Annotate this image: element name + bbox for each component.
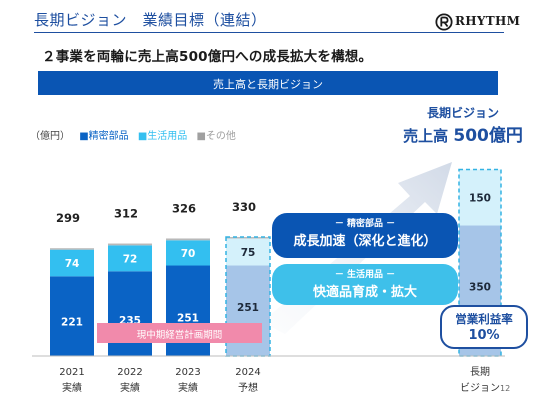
tick-label-kind: 実績 — [120, 381, 140, 394]
vision-sales: 売上高 500億円 — [388, 121, 536, 146]
segment-label: 251 — [237, 302, 259, 314]
tick-label-kind: 実績 — [62, 381, 82, 394]
pill-text: 快適品育成・拡大 — [312, 285, 417, 300]
vision-title: 長期ビジョン — [426, 106, 499, 120]
bar-other — [166, 238, 210, 241]
vision-sales-prefix: 売上高 — [403, 127, 449, 145]
total-label: 326 — [172, 201, 196, 215]
pill-text: 成長加速（深化と進化） — [293, 234, 437, 249]
tick-label-year: 2021 — [59, 367, 84, 378]
labels-layer: 221742992021実績235723122022実績251703262023… — [56, 192, 500, 394]
title-rule — [34, 32, 504, 33]
legend-item-precision: ■精密部品 — [79, 131, 129, 142]
total-label: 312 — [114, 207, 138, 221]
page-number: 12 — [500, 384, 511, 393]
bar-living — [459, 169, 501, 226]
bar-other — [108, 243, 152, 246]
headline: ２事業を両輪に売上高500億円への成長拡大を構想。 — [42, 49, 373, 65]
total-label: 330 — [232, 200, 256, 214]
rhythm-logo-icon — [435, 13, 453, 31]
pill-caption: － 精密部品 － — [334, 219, 396, 229]
bar-living — [166, 240, 210, 266]
section-band-label: 売上高と長期ビジョン — [213, 78, 323, 91]
tick-label-year: 2022 — [117, 367, 142, 378]
segment-label: 75 — [241, 247, 256, 259]
tick-label-kind: 予想 — [238, 381, 258, 394]
segment-label: 350 — [469, 282, 491, 294]
logo-text: RHYTHM — [455, 14, 521, 28]
bar-living — [108, 245, 152, 272]
segment-label: 74 — [65, 258, 80, 270]
bar-precision — [108, 271, 152, 356]
total-label: 299 — [56, 211, 80, 225]
legend-item-other: ■その他 — [196, 131, 236, 142]
margin-value: 10% — [468, 328, 500, 343]
legend-item-living: ■生活用品 — [137, 131, 188, 142]
mid-term-plan-band: 現中期経営計画期間 — [97, 323, 262, 343]
segment-label: 70 — [181, 248, 196, 260]
chart-legend: （億円） ■精密部品 ■生活用品 ■その他 — [30, 127, 242, 142]
tick-label-year: 2023 — [175, 367, 200, 378]
company-logo: RHYTHM — [433, 12, 529, 34]
bar-living — [50, 249, 94, 277]
precision-strategy-pill: － 精密部品 － 成長加速（深化と進化） — [272, 213, 458, 258]
margin-label: 営業利益率 — [455, 312, 513, 326]
forecast-outline — [458, 168, 502, 357]
vision-sales-value: 500億円 — [453, 126, 523, 146]
segment-label: 221 — [61, 317, 83, 329]
living-strategy-pill: － 生活用品 － 快適品育成・拡大 — [272, 264, 458, 305]
section-band: 売上高と長期ビジョン — [38, 71, 498, 95]
segment-label: 72 — [123, 253, 138, 265]
segment-label: 150 — [469, 192, 491, 204]
tick-label-year: 2024 — [235, 367, 260, 378]
bar-living — [226, 238, 270, 266]
tick-label-year: 長期 — [470, 366, 490, 378]
legend-unit: （億円） — [30, 131, 70, 142]
bar-precision — [50, 276, 94, 356]
tick-label-kind: ビジョン — [460, 382, 500, 394]
bar-other — [50, 248, 94, 250]
operating-margin-box: 営業利益率 10% — [440, 305, 528, 349]
segment-label: 251 — [177, 313, 199, 325]
pill-caption: － 生活用品 － — [334, 270, 396, 280]
plan-band-label: 現中期経営計画期間 — [136, 330, 223, 341]
tick-label-kind: 実績 — [178, 381, 198, 394]
page-title: 長期ビジョン 業績目標（連結） — [34, 11, 267, 29]
